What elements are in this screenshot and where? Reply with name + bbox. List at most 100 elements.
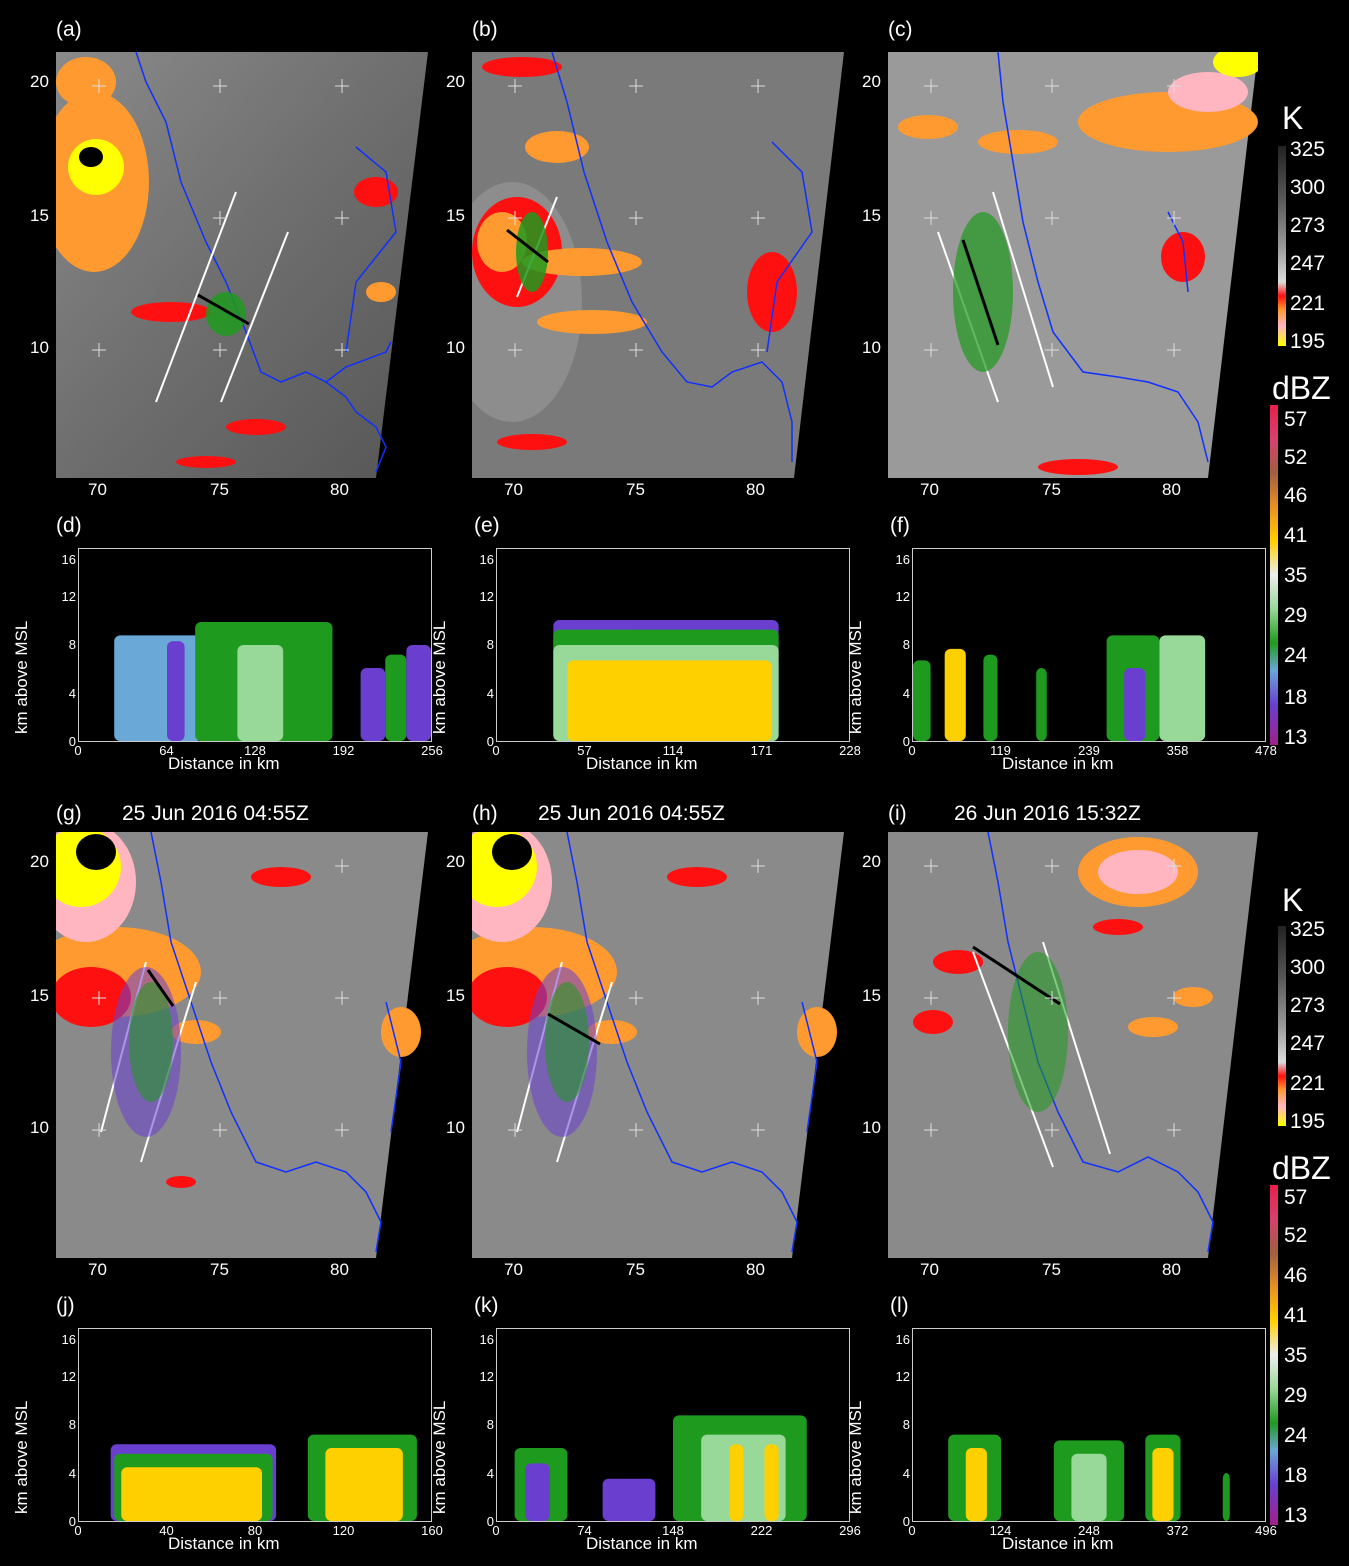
cold-cloud [176, 456, 236, 468]
cross-section-line [972, 945, 1061, 1006]
y-tick: 20 [30, 852, 49, 871]
coastline [325, 341, 392, 383]
colorbar-tick: 57 [1284, 1186, 1308, 1209]
cold-cloud [1161, 232, 1205, 282]
echo-region [764, 1444, 779, 1521]
reflectivity-cross-section [912, 548, 1266, 742]
panel-title: 26 Jun 2016 15:32Z [954, 802, 1141, 825]
panel-label: (c) [888, 18, 913, 41]
radar-echo [516, 212, 548, 292]
colorbar-title: K [1282, 882, 1304, 918]
cold-cloud [381, 1007, 421, 1057]
x-tick: 0 [908, 1523, 916, 1538]
panel-label: (f) [890, 514, 910, 537]
x-tick: 496 [1255, 1523, 1277, 1538]
y-tick: 12 [61, 1368, 76, 1384]
echo-region [944, 648, 966, 741]
panel-label: (h) [472, 802, 498, 825]
x-tick: 124 [989, 1523, 1012, 1538]
radar-echo [206, 292, 246, 336]
grid-crosses [924, 859, 1181, 1137]
echo-region [1222, 1473, 1230, 1521]
cold-cloud [525, 131, 589, 163]
echo-region [1124, 668, 1146, 741]
echo-region [360, 668, 386, 741]
cold-cloud [472, 967, 547, 1027]
colorbar-tick: 24 [1284, 1424, 1308, 1447]
cold-cloud [667, 867, 727, 887]
echo-contours [948, 1434, 1230, 1521]
colorbar-tick: 18 [1284, 1464, 1308, 1487]
echo-region [385, 654, 407, 741]
x-tick: 70 [88, 1260, 107, 1279]
colorbar-tick: 52 [1284, 446, 1308, 469]
x-tick: 80 [330, 480, 349, 499]
x-tick: 171 [750, 743, 773, 758]
x-tick: 0 [908, 743, 916, 758]
y-tick: 0 [68, 734, 76, 749]
x-tick: 80 [1162, 480, 1181, 499]
y-tick: 12 [61, 588, 76, 604]
echo-region [1152, 1448, 1174, 1521]
x-tick: 75 [210, 480, 229, 499]
grid-crosses [508, 79, 765, 357]
colorbar-tick: 18 [1284, 686, 1308, 709]
panel-label: (l) [890, 1294, 909, 1317]
swath-edge [155, 191, 237, 403]
x-tick: 74 [577, 1523, 592, 1538]
satellite-map [472, 52, 844, 478]
y-axis-label: km above MSL [846, 620, 865, 734]
y-tick: 8 [486, 1417, 494, 1432]
grid-crosses [924, 79, 1181, 357]
y-tick: 0 [486, 734, 494, 749]
echo-region [121, 1467, 263, 1521]
grid-crosses [508, 859, 765, 1137]
colorbar-gradient [1278, 926, 1286, 1126]
y-tick: 15 [30, 206, 49, 225]
y-tick: 20 [862, 72, 881, 91]
grid-crosses [92, 859, 349, 1137]
x-tick: 358 [1166, 743, 1189, 758]
ir-background [888, 832, 1258, 1258]
cold-cloud-core [492, 834, 532, 870]
colorbar-tick: 195 [1290, 1110, 1326, 1133]
x-tick: 148 [662, 1523, 684, 1538]
echo-region [1071, 1453, 1107, 1521]
x-tick: 80 [1162, 1260, 1181, 1279]
echo-contours [553, 620, 779, 741]
y-tick: 16 [895, 1332, 910, 1347]
y-tick: 15 [30, 986, 49, 1005]
colorbar-tick: 46 [1284, 484, 1308, 507]
y-axis-label: km above MSL [846, 1400, 865, 1514]
colorbar-tick: 29 [1284, 1384, 1308, 1407]
cold-cloud-core [68, 139, 124, 195]
colorbar-tick: 24 [1284, 644, 1308, 667]
echo-contours [514, 1415, 807, 1521]
cold-cloud [1098, 850, 1178, 894]
echo-region [114, 635, 203, 741]
y-axis-label: km above MSL [12, 1400, 31, 1514]
colorbar-tick: 41 [1284, 524, 1308, 547]
x-axis-label: Distance in km [168, 754, 280, 773]
echo-region [965, 1448, 987, 1521]
coastline [150, 832, 382, 1253]
echo-contours [114, 621, 431, 741]
x-tick: 57 [577, 743, 592, 758]
satellite-map [56, 832, 428, 1258]
y-tick: 10 [446, 1118, 465, 1137]
colorbar-gradient [1270, 405, 1278, 745]
echo-region [602, 1478, 656, 1521]
cold-cloud [1128, 1017, 1178, 1037]
satellite-map [56, 52, 428, 478]
x-tick: 0 [74, 743, 82, 758]
y-tick: 16 [61, 552, 76, 567]
x-tick: 70 [504, 480, 523, 499]
colorbar-gradient [1270, 1185, 1278, 1525]
y-tick: 0 [68, 1514, 76, 1529]
panel-label: (b) [472, 18, 498, 41]
colorbar-tick: 46 [1284, 1264, 1308, 1287]
coastline [1167, 211, 1189, 293]
cold-cloud [56, 967, 131, 1027]
panel-label: (i) [888, 802, 907, 825]
y-tick: 12 [895, 588, 910, 604]
